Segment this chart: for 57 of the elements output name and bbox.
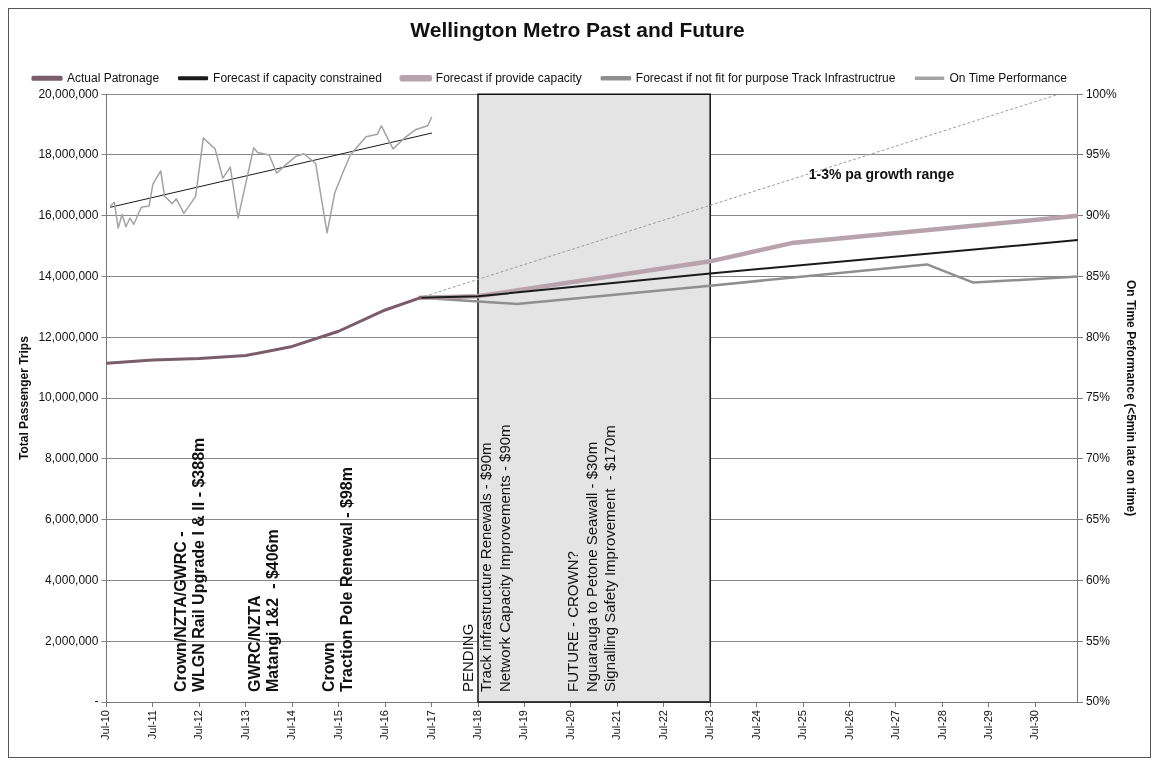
y-tick-label: 20,000,000 bbox=[38, 86, 99, 101]
y2-tick-label: 55% bbox=[1085, 633, 1111, 648]
y2-tick-label: 50% bbox=[1085, 694, 1111, 709]
x-tick-label: Jul-18 bbox=[471, 710, 484, 740]
y2-tick-label: 100% bbox=[1085, 86, 1117, 101]
y2-tick-label: 85% bbox=[1085, 268, 1111, 283]
x-tick-label: Jul-26 bbox=[842, 710, 855, 740]
y-axis-title: Total Passenger Trips bbox=[16, 335, 31, 461]
legend-label: Forecast if provide capacity bbox=[435, 70, 582, 85]
y2-tick-label: 90% bbox=[1085, 208, 1111, 223]
y-tick-label: 4,000,000 bbox=[45, 572, 99, 587]
x-tick-label: Jul-12 bbox=[192, 710, 205, 740]
legend-label: Actual Patronage bbox=[67, 70, 160, 85]
y2-tick-label: 95% bbox=[1085, 147, 1111, 162]
x-tick-label: Jul-23 bbox=[703, 710, 716, 740]
x-tick-label: Jul-16 bbox=[378, 710, 391, 740]
legend-label: Forecast if capacity constrained bbox=[213, 70, 382, 85]
x-tick-label: Jul-20 bbox=[563, 710, 576, 740]
annotation: GWRC/NZTA Matangi 1&2 - $406m bbox=[245, 529, 281, 692]
y-tick-label: 8,000,000 bbox=[45, 451, 99, 466]
x-tick-label: Jul-21 bbox=[610, 710, 623, 740]
x-tick-label: Jul-10 bbox=[99, 710, 112, 740]
x-tick-label: Jul-11 bbox=[145, 710, 158, 740]
x-tick-label: Jul-19 bbox=[517, 710, 530, 740]
y-tick-label: 14,000,000 bbox=[38, 268, 99, 283]
legend-label: Forecast if not fit for purpose Track Infrastructrue bbox=[635, 70, 896, 85]
y-tick-label: 12,000,000 bbox=[38, 329, 99, 344]
y-tick-label: - bbox=[94, 694, 99, 709]
y-tick-label: 2,000,000 bbox=[45, 633, 99, 648]
x-tick-label: Jul-17 bbox=[424, 710, 437, 740]
x-tick-label: Jul-14 bbox=[285, 710, 298, 740]
y2-tick-label: 80% bbox=[1085, 329, 1111, 344]
x-tick-label: Jul-15 bbox=[331, 710, 344, 740]
x-tick-label: Jul-25 bbox=[796, 710, 809, 740]
x-tick-label: Jul-22 bbox=[656, 710, 669, 740]
y2-tick-label: 60% bbox=[1085, 572, 1111, 587]
y-tick-label: 16,000,000 bbox=[38, 208, 99, 223]
x-tick-label: Jul-27 bbox=[888, 710, 901, 740]
y2-tick-label: 65% bbox=[1085, 511, 1111, 526]
y-tick-label: 18,000,000 bbox=[38, 147, 99, 162]
annotation: Crown/NZTA/GWRC - WLGN Rail Upgrade I & II - $388m bbox=[171, 437, 207, 692]
x-tick-label: Jul-13 bbox=[238, 710, 251, 740]
annotation: FUTURE - CROWN? Nguarauga to Petone Seawall - $30m Signalling Safety Improvement - $170m bbox=[563, 425, 618, 692]
annotation: Crown Traction Pole Renewal - $98m bbox=[319, 467, 355, 692]
x-tick-label: Jul-30 bbox=[1028, 710, 1041, 740]
annotation: 1-3% pa growth range bbox=[808, 166, 955, 183]
x-tick-label: Jul-24 bbox=[749, 710, 762, 740]
chart-title: Wellington Metro Past and Future bbox=[410, 18, 745, 42]
y-tick-label: 10,000,000 bbox=[38, 390, 99, 405]
y-tick-label: 6,000,000 bbox=[45, 511, 99, 526]
y2-tick-label: 75% bbox=[1085, 390, 1111, 405]
y2-tick-label: 70% bbox=[1085, 451, 1111, 466]
y2-axis-title: On Time Peformance (<5min late on time) bbox=[1124, 280, 1139, 517]
x-tick-label: Jul-28 bbox=[935, 710, 948, 740]
legend-label: On Time Performance bbox=[949, 70, 1068, 85]
annotation: PENDING Track infrastructure Renewals - $90m Network Capacity Improvements - $90m bbox=[458, 424, 513, 692]
x-tick-label: Jul-29 bbox=[981, 710, 994, 740]
